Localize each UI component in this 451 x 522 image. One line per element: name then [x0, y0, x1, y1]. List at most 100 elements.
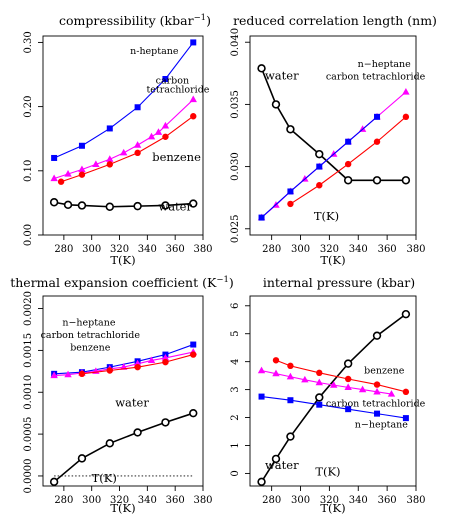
y-tick-label: 3 [230, 386, 241, 392]
square-marker [316, 401, 323, 408]
y-tick-label: 0.0000 [23, 458, 34, 493]
x-tick-label: 300 [82, 495, 101, 506]
series-line [53, 42, 194, 159]
open-circle-marker [133, 428, 142, 437]
open-circle-marker [161, 201, 170, 210]
open-circle-marker [49, 477, 59, 487]
square-marker [287, 188, 294, 195]
series-line [53, 412, 194, 483]
panel-reduced-correlation-length: reduced correlation length (nm) 280 300 32… [230, 13, 437, 267]
open-circle-marker [343, 359, 353, 368]
open-circle-marker [77, 201, 87, 210]
circle-marker [57, 178, 65, 185]
series-water [257, 309, 411, 487]
circle-marker [402, 388, 410, 396]
open-circle-marker [77, 454, 87, 463]
x-tick-label: 340 [349, 495, 368, 506]
x-tick-label: 360 [166, 244, 185, 255]
y-tick-label: 0.035 [230, 90, 241, 119]
annotation-label: water [265, 458, 299, 472]
triangle-marker [387, 390, 396, 397]
series-line [261, 396, 406, 419]
panel-title: reduced correlation length (nm) [233, 13, 437, 28]
annotation-label: water [115, 395, 149, 409]
y-tick-label: 0.10 [23, 160, 34, 182]
open-circle-marker [189, 408, 198, 418]
circle-marker [78, 370, 86, 378]
open-circle-marker [372, 331, 382, 340]
square-marker [162, 76, 169, 83]
annotation-label: carbon tetrachloride [326, 398, 426, 409]
panel-title: internal pressure (kbar) [263, 275, 415, 290]
triangle-marker [272, 369, 280, 377]
x-tick-label: 300 [82, 244, 101, 255]
triangle-marker [358, 385, 367, 393]
circle-marker [190, 113, 197, 120]
triangle-marker [147, 132, 156, 140]
annotation-label: carbon tetrachloride [41, 330, 141, 341]
triangle-marker [106, 155, 114, 162]
annotation-label: water [265, 69, 299, 83]
circle-marker [162, 133, 169, 140]
plot-frame [42, 35, 204, 236]
y-tick-label: 0 [230, 470, 241, 476]
triangle-marker [189, 95, 197, 103]
circle-marker [402, 113, 410, 121]
y-tick-label: 0.30 [23, 31, 34, 53]
triangle-marker [154, 128, 163, 135]
triangle-marker [344, 383, 352, 390]
annotation-label: T(K) [92, 471, 117, 485]
annotation-label: benzene [152, 150, 201, 164]
series-n-heptane [51, 39, 197, 161]
open-circle-marker [271, 454, 281, 464]
square-marker [287, 397, 294, 404]
open-circle-marker [105, 202, 114, 211]
series-carbon-tetrachloride [257, 366, 396, 397]
series-line [60, 115, 194, 183]
series-line [261, 370, 392, 395]
series-line [260, 68, 406, 182]
circle-marker [316, 182, 323, 189]
annotation-label: T(K) [315, 465, 340, 479]
x-tick-label: 340 [349, 244, 368, 255]
x-tick-label: 360 [378, 244, 397, 255]
x-tick-label: 300 [291, 495, 310, 506]
x-tick-label: 380 [193, 495, 212, 506]
series-benzene [57, 113, 197, 185]
y-tick-label: 0.0020 [23, 291, 34, 326]
triangle-marker [50, 371, 58, 379]
triangle-marker [92, 160, 100, 167]
x-tick-label: 380 [406, 495, 425, 506]
open-circle-marker [315, 393, 324, 402]
y-tick-label: 0.0010 [23, 375, 34, 410]
open-circle-marker [257, 64, 266, 73]
triangle-marker [119, 148, 128, 156]
circle-marker [134, 149, 141, 157]
circle-marker [287, 362, 294, 370]
annotation-label: tetrachloride [146, 84, 209, 95]
triangle-marker [286, 372, 295, 380]
x-tick-label: 320 [110, 495, 129, 506]
open-circle-marker [286, 432, 295, 441]
x-tick-label: 320 [320, 244, 339, 255]
square-marker [78, 142, 85, 149]
annotation-label: T(K) [314, 209, 339, 223]
y-tick-label: 1 [230, 442, 241, 448]
series-water [49, 408, 198, 487]
x-tick-label: 280 [262, 244, 281, 255]
x-tick-label: 280 [262, 495, 281, 506]
series-line [290, 116, 407, 205]
triangle-marker [373, 387, 381, 395]
square-marker [316, 163, 323, 170]
series-benzene [78, 351, 197, 378]
y-tick-label: 2 [230, 414, 241, 420]
circle-marker [134, 363, 141, 371]
series-benzene [287, 113, 410, 208]
triangle-marker [161, 121, 170, 129]
circle-marker [106, 367, 113, 374]
triangle-marker [301, 375, 309, 383]
circle-marker [190, 351, 197, 358]
y-tick-label: 4 [230, 358, 241, 364]
series-water [49, 198, 198, 211]
y-tick-label: 0.040 [230, 28, 241, 57]
